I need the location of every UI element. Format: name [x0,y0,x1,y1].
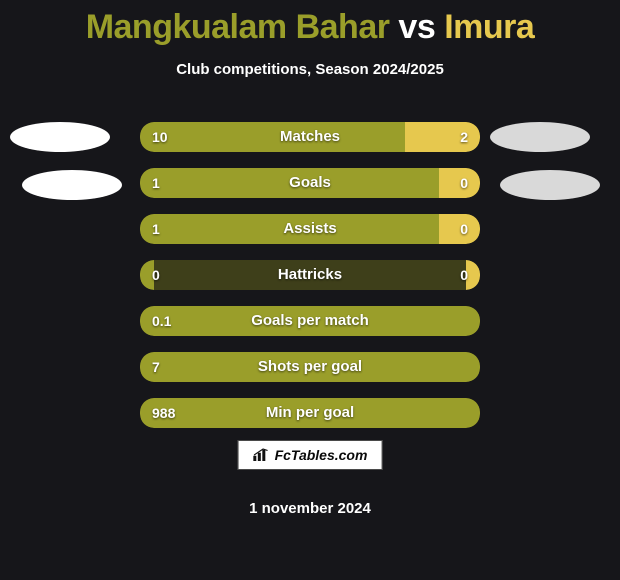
stat-label: Min per goal [140,398,480,428]
brand-badge[interactable]: FcTables.com [238,440,383,470]
stat-row: 7Shots per goal [140,352,480,382]
player-left-ellipse-2 [22,170,122,200]
comparison-bars: 102Matches 10Goals 10Assists 00Hattricks 0.1… [140,122,480,444]
stat-row: 0.1Goals per match [140,306,480,336]
title-right: Imura [444,8,534,46]
stat-row: 988Min per goal [140,398,480,428]
stat-row: 00Hattricks [140,260,480,290]
stat-row: 102Matches [140,122,480,152]
stat-label: Matches [140,122,480,152]
stat-label: Goals per match [140,306,480,336]
brand-text: FcTables.com [275,447,368,463]
stat-label: Shots per goal [140,352,480,382]
subtitle: Club competitions, Season 2024/2025 [0,61,620,78]
player-left-ellipse-1 [10,122,110,152]
player-right-ellipse-2 [500,170,600,200]
date-text: 1 november 2024 [0,500,620,517]
stat-label: Goals [140,168,480,198]
stat-row: 10Goals [140,168,480,198]
title-left: Mangkualam Bahar [86,8,390,46]
title-vs: vs [389,8,444,46]
player-right-ellipse-1 [490,122,590,152]
stat-label: Hattricks [140,260,480,290]
stat-row: 10Assists [140,214,480,244]
chart-icon [253,448,271,462]
page-title: Mangkualam Bahar vs Imura [0,0,620,47]
stat-label: Assists [140,214,480,244]
